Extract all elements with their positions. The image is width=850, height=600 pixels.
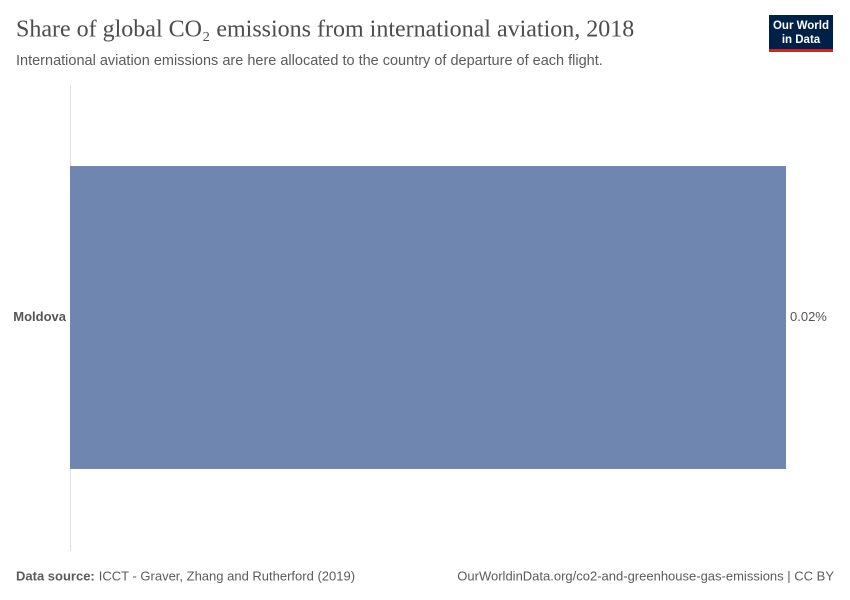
logo-text: in Data — [782, 34, 821, 46]
chart-title: Share of global CO₂ emissions from inter… — [16, 17, 634, 43]
category-label: Moldova — [13, 309, 66, 324]
logo-text: Our World — [773, 20, 829, 32]
chart-subtitle: International aviation emissions are her… — [16, 53, 603, 69]
footer-url[interactable]: OurWorldinData.org/co2-and-greenhouse-ga… — [457, 568, 834, 583]
logo-stripe — [769, 49, 833, 52]
logo[interactable]: Our World in Data — [769, 15, 833, 52]
source: ICCT - Graver, Zhang and Rutherford (201… — [99, 568, 355, 583]
logo-box — [769, 15, 833, 50]
source-label: Data source: — [16, 568, 95, 583]
value-label: 0.02% — [790, 309, 827, 324]
bar — [70, 166, 786, 469]
